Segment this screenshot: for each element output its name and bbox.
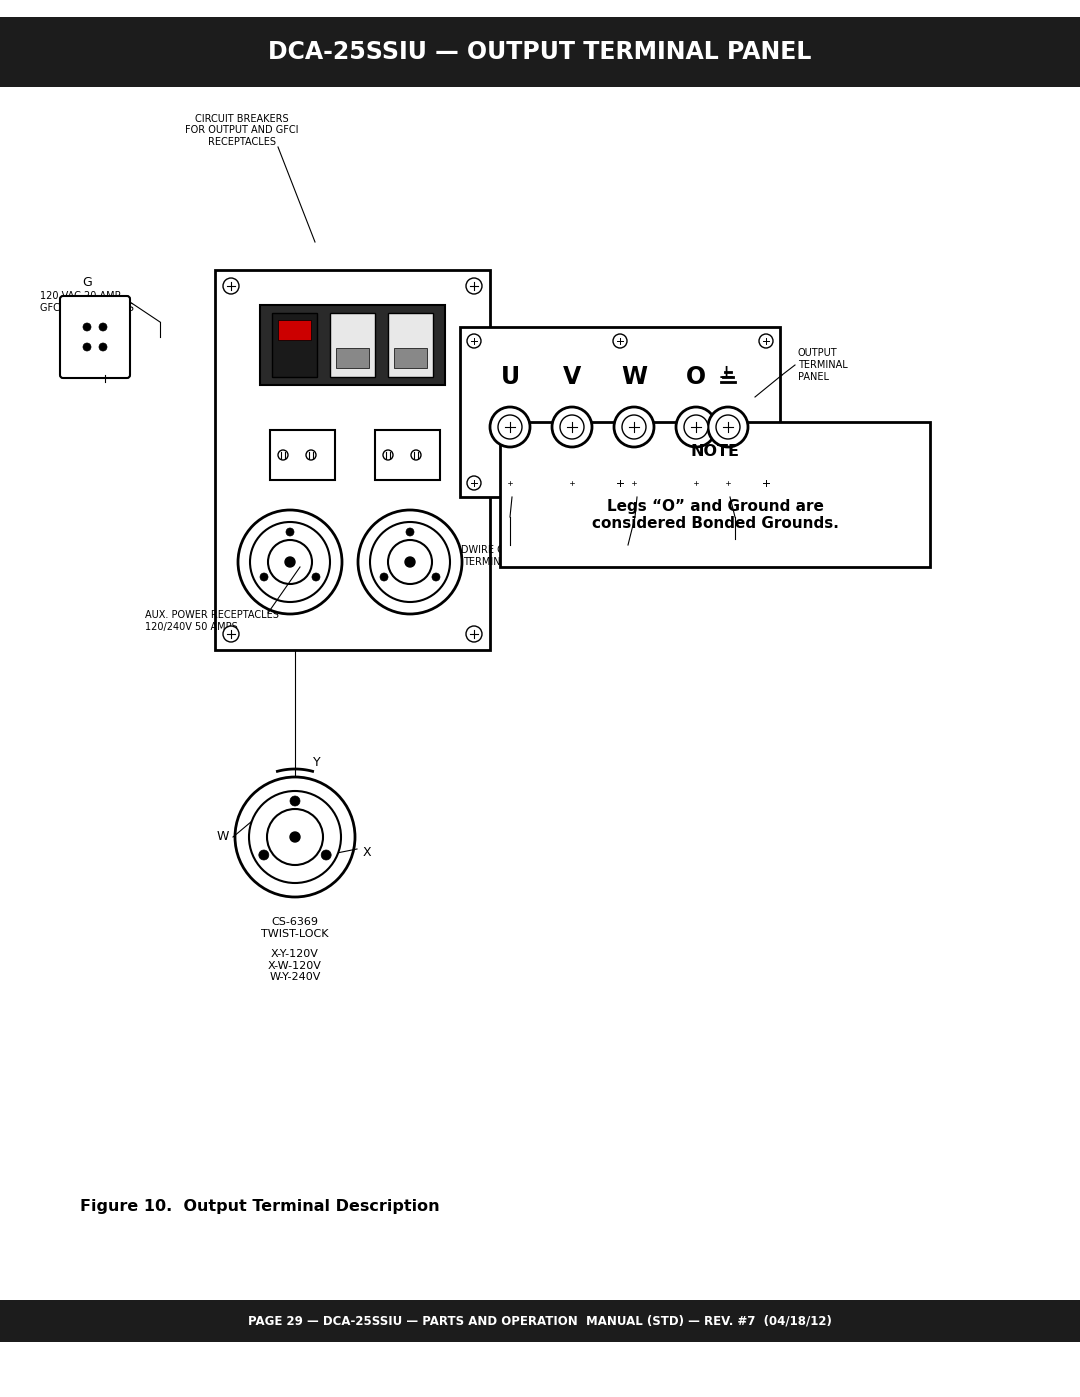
- Text: W: W: [621, 365, 647, 388]
- FancyBboxPatch shape: [260, 305, 445, 386]
- Circle shape: [260, 573, 268, 581]
- Circle shape: [286, 528, 294, 536]
- FancyBboxPatch shape: [336, 348, 369, 367]
- Text: 120 VAC 20 AMP
GFCI RECEPTACLES: 120 VAC 20 AMP GFCI RECEPTACLES: [40, 291, 134, 313]
- FancyBboxPatch shape: [500, 422, 930, 567]
- Circle shape: [99, 323, 107, 331]
- FancyBboxPatch shape: [460, 327, 780, 497]
- Circle shape: [238, 510, 342, 615]
- Text: U: U: [500, 365, 519, 388]
- Text: CIRCUIT BREAKERS
FOR OUTPUT AND GFCI
RECEPTACLES: CIRCUIT BREAKERS FOR OUTPUT AND GFCI REC…: [186, 113, 299, 147]
- Circle shape: [405, 557, 415, 567]
- Circle shape: [99, 344, 107, 351]
- FancyBboxPatch shape: [0, 1301, 1080, 1343]
- Text: NOTE: NOTE: [690, 444, 740, 460]
- Text: V: V: [563, 365, 581, 388]
- FancyBboxPatch shape: [0, 17, 1080, 87]
- Circle shape: [759, 476, 773, 490]
- FancyBboxPatch shape: [215, 270, 490, 650]
- Circle shape: [615, 407, 654, 447]
- Circle shape: [249, 791, 341, 883]
- Circle shape: [467, 334, 481, 348]
- Circle shape: [498, 415, 522, 439]
- FancyBboxPatch shape: [388, 313, 433, 377]
- Text: DCA-25SSIU — OUTPUT TERMINAL PANEL: DCA-25SSIU — OUTPUT TERMINAL PANEL: [268, 41, 812, 64]
- Circle shape: [312, 573, 320, 581]
- Circle shape: [259, 849, 269, 861]
- Circle shape: [291, 796, 300, 806]
- Circle shape: [552, 407, 592, 447]
- Circle shape: [691, 478, 701, 488]
- Text: PAGE 29 — DCA-25SSIU — PARTS AND OPERATION  MANUAL (STD) — REV. #7  (04/18/12): PAGE 29 — DCA-25SSIU — PARTS AND OPERATI…: [248, 1315, 832, 1327]
- Circle shape: [629, 478, 639, 488]
- Circle shape: [83, 344, 91, 351]
- Circle shape: [505, 478, 515, 488]
- Circle shape: [321, 849, 332, 861]
- Text: G: G: [82, 275, 92, 289]
- Text: GROUND TERMINAL: GROUND TERMINAL: [730, 539, 827, 549]
- Circle shape: [306, 450, 316, 460]
- Text: OUTPUT
TERMINAL
PANEL: OUTPUT TERMINAL PANEL: [798, 348, 848, 381]
- Circle shape: [222, 278, 239, 293]
- Circle shape: [267, 809, 323, 865]
- Circle shape: [465, 278, 482, 293]
- Text: X: X: [363, 845, 372, 859]
- Text: Legs “O” and Ground are
considered Bonded Grounds.: Legs “O” and Ground are considered Bonde…: [592, 499, 838, 531]
- Text: HARDWIRE OUTPUT
TERMINAL: HARDWIRE OUTPUT TERMINAL: [440, 545, 537, 567]
- Text: Y: Y: [313, 756, 321, 768]
- Text: W: W: [217, 830, 229, 844]
- Circle shape: [388, 541, 432, 584]
- Circle shape: [467, 476, 481, 490]
- Text: Figure 10.  Output Terminal Description: Figure 10. Output Terminal Description: [80, 1200, 440, 1214]
- Circle shape: [380, 573, 388, 581]
- Circle shape: [268, 541, 312, 584]
- Text: O: O: [686, 365, 706, 388]
- Circle shape: [613, 334, 627, 348]
- FancyBboxPatch shape: [0, 0, 1080, 17]
- Circle shape: [291, 833, 300, 842]
- Circle shape: [567, 478, 577, 488]
- Text: ⊥: ⊥: [718, 365, 733, 381]
- Text: X-Y-120V
X-W-120V
W-Y-240V: X-Y-120V X-W-120V W-Y-240V: [268, 949, 322, 982]
- FancyBboxPatch shape: [60, 296, 130, 379]
- Circle shape: [383, 450, 393, 460]
- FancyBboxPatch shape: [330, 313, 375, 377]
- Circle shape: [465, 626, 482, 643]
- Text: CS-6369
TWIST-LOCK: CS-6369 TWIST-LOCK: [261, 916, 328, 939]
- Circle shape: [684, 415, 708, 439]
- Circle shape: [716, 415, 740, 439]
- Circle shape: [432, 573, 440, 581]
- Circle shape: [278, 450, 288, 460]
- Circle shape: [370, 522, 450, 602]
- Circle shape: [411, 450, 421, 460]
- FancyBboxPatch shape: [270, 430, 335, 481]
- FancyBboxPatch shape: [278, 320, 311, 339]
- FancyBboxPatch shape: [375, 430, 440, 481]
- Text: NEUTRAL
TERMINAL: NEUTRAL TERMINAL: [603, 545, 653, 567]
- Circle shape: [490, 407, 530, 447]
- Circle shape: [613, 476, 627, 490]
- Circle shape: [285, 557, 295, 567]
- Circle shape: [235, 777, 355, 897]
- FancyBboxPatch shape: [272, 313, 318, 377]
- Circle shape: [723, 478, 733, 488]
- Circle shape: [406, 528, 414, 536]
- Circle shape: [708, 407, 748, 447]
- Circle shape: [676, 407, 716, 447]
- FancyBboxPatch shape: [394, 348, 427, 367]
- Circle shape: [83, 323, 91, 331]
- Circle shape: [561, 415, 584, 439]
- Circle shape: [249, 522, 330, 602]
- Circle shape: [222, 626, 239, 643]
- Circle shape: [357, 510, 462, 615]
- Text: AUX. POWER RECEPTACLES
120/240V 50 AMPS: AUX. POWER RECEPTACLES 120/240V 50 AMPS: [145, 610, 279, 631]
- Circle shape: [622, 415, 646, 439]
- Circle shape: [759, 334, 773, 348]
